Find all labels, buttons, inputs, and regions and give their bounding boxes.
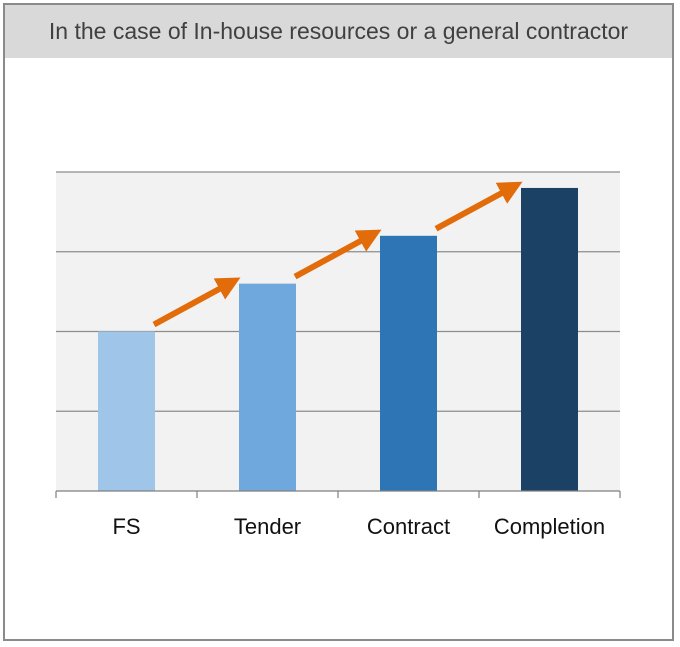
category-label: Tender [234, 514, 301, 539]
category-label: Completion [494, 514, 605, 539]
chart-title: In the case of In-house resources or a g… [5, 5, 672, 58]
category-label: FS [112, 514, 140, 539]
trend-arrows [152, 181, 523, 328]
bars [98, 187, 578, 491]
bar-fs [98, 331, 155, 491]
trend-arrow [152, 277, 241, 328]
bar-tender [239, 283, 296, 491]
category-labels: FS Tender Contract Completion [112, 514, 605, 539]
category-label: Contract [367, 514, 450, 539]
x-axis [55, 490, 621, 498]
bar-completion [521, 187, 578, 491]
trend-arrow [434, 181, 523, 232]
bar-contract [380, 235, 437, 491]
trend-arrow [293, 229, 382, 280]
